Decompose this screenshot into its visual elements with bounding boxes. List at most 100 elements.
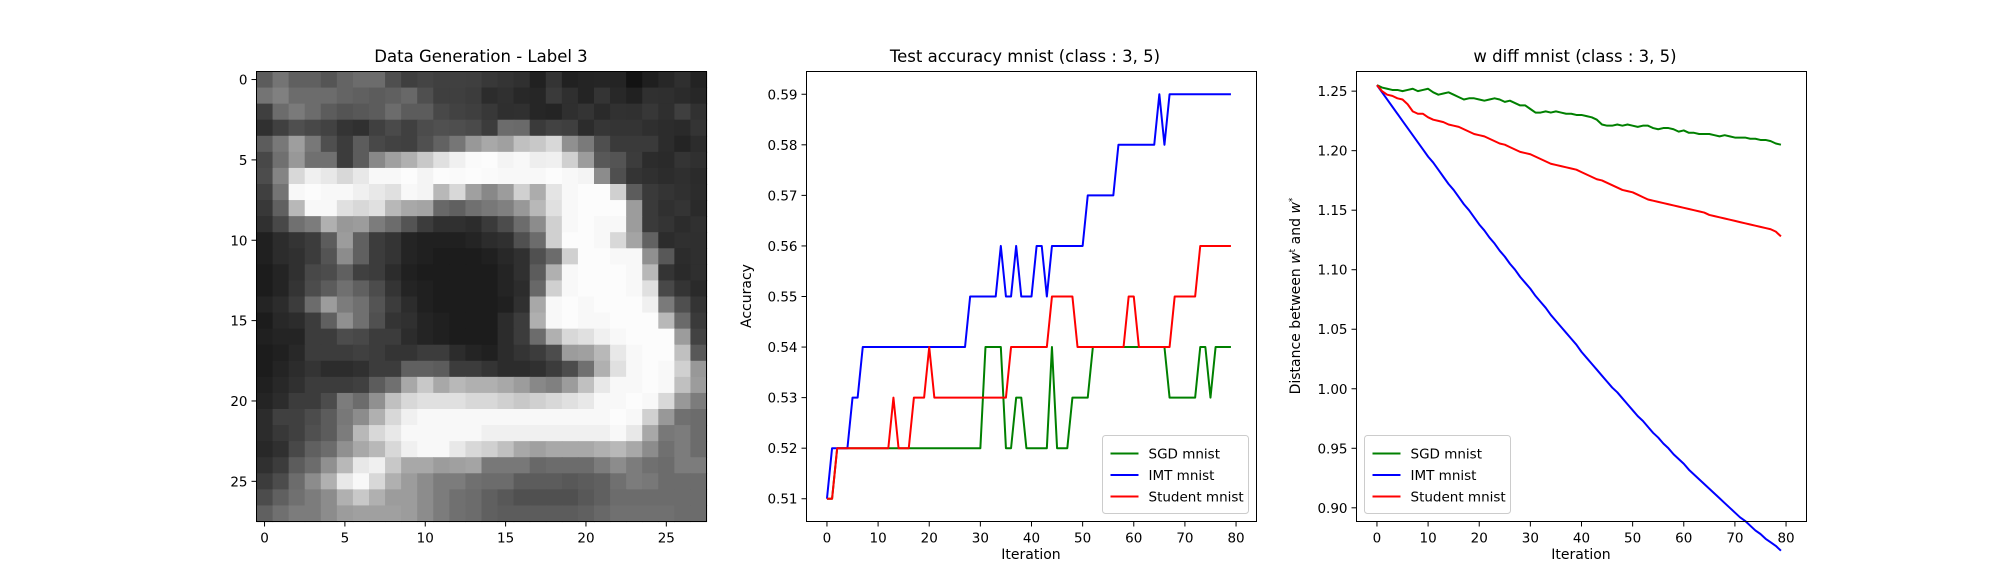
image-pixel (577, 409, 595, 426)
image-pixel (465, 328, 483, 346)
image-pixel (336, 457, 354, 474)
image-pixel (513, 344, 531, 362)
image-pixel (465, 264, 483, 282)
image-pixel (449, 135, 467, 153)
image-pixel (577, 489, 595, 507)
image-pixel (561, 119, 579, 137)
image-pixel (433, 409, 450, 426)
image-pixel (417, 151, 434, 169)
wdiff-x-tick-label: 20 (1471, 531, 1488, 547)
image-pixel (610, 409, 627, 426)
image-pixel (529, 409, 547, 426)
image-pixel (336, 328, 354, 346)
image-pixel (417, 87, 434, 105)
image-pixel (336, 216, 354, 233)
image-pixel (256, 360, 274, 378)
image-pixel (626, 409, 643, 426)
image-pixel (320, 87, 338, 105)
image-panel-frame (256, 71, 707, 522)
image-pixel (658, 135, 675, 153)
image-pixel (658, 296, 675, 314)
image-pixel (513, 167, 531, 185)
image-pixel (577, 457, 595, 474)
image-pixel (513, 312, 531, 330)
image-pixel (626, 344, 643, 362)
wdiff-panel-frame (1356, 71, 1807, 522)
image-pixel (449, 360, 467, 378)
image-pixel (449, 473, 467, 490)
image-pixel (545, 409, 563, 426)
image-pixel (642, 264, 659, 282)
image-pixel (288, 344, 306, 362)
image-pixel (674, 360, 692, 378)
image-pixel (304, 248, 322, 265)
image-pixel (304, 167, 322, 185)
image-pixel (465, 167, 483, 185)
accuracy-y-tick-label: 0.58 (767, 138, 797, 154)
image-pixel (369, 135, 386, 153)
image-pixel (465, 87, 483, 105)
image-pixel (433, 151, 450, 169)
image-pixel (594, 376, 611, 394)
image-pixel (465, 248, 483, 265)
image-pixel (561, 344, 579, 362)
image-pixel (497, 312, 515, 330)
image-pixel (304, 457, 322, 474)
image-pixel (658, 344, 675, 362)
image-pixel (481, 103, 499, 121)
image-pixel (642, 296, 659, 314)
image-pixel (513, 151, 531, 169)
image-pixel (513, 473, 531, 490)
image-pixel (529, 328, 547, 346)
image-pixel (481, 248, 499, 265)
image-pixel (481, 280, 499, 298)
image-pixel (610, 473, 627, 490)
image-pixel (256, 457, 274, 474)
wdiff-series-lines (1376, 84, 1782, 552)
accuracy-y-tick-label: 0.59 (767, 87, 797, 103)
image-pixel (658, 457, 675, 474)
image-pixel (561, 505, 579, 523)
image-pixel (352, 409, 370, 426)
image-pixel (417, 409, 434, 426)
image-pixel (561, 151, 579, 169)
image-pixel (497, 392, 515, 410)
image-pixel (433, 296, 450, 314)
image-pixel (481, 151, 499, 169)
image-pixel (690, 151, 708, 169)
image-pixel (561, 473, 579, 490)
image-pixel (417, 264, 434, 282)
image-pixel (610, 264, 627, 282)
image-pixel (626, 392, 643, 410)
image-pixel (433, 135, 450, 153)
image-pixel (256, 119, 274, 137)
image-pixel (610, 328, 627, 346)
accuracy-x-tick-label: 10 (869, 531, 886, 547)
image-pixel (690, 473, 708, 490)
image-pixel (288, 376, 306, 394)
image-pixel (626, 489, 643, 507)
image-pixel (561, 441, 579, 458)
image-pixel (529, 489, 547, 507)
image-pixel (449, 425, 467, 442)
image-pixel (256, 344, 274, 362)
image-pixel (690, 119, 708, 137)
image-pixel (352, 87, 370, 105)
image-pixel (465, 457, 483, 474)
image-pixel (336, 441, 354, 458)
image-pixel (352, 135, 370, 153)
image-pixel (272, 457, 290, 474)
image-pixel (417, 473, 434, 490)
wdiff-panel: w diff mnist (class : 3, 5) 0 10 20 30 40 50 6… (1288, 47, 1807, 563)
image-pixel (690, 280, 708, 298)
image-pixel (304, 216, 322, 233)
image-pixel (272, 216, 290, 233)
image-pixel (401, 248, 418, 265)
image-pixel (610, 216, 627, 233)
image-pixel (369, 87, 386, 105)
image-pixel (626, 457, 643, 474)
image-pixel (417, 200, 434, 217)
image-pixel (690, 392, 708, 410)
image-pixel (690, 457, 708, 474)
image-pixel (513, 280, 531, 298)
